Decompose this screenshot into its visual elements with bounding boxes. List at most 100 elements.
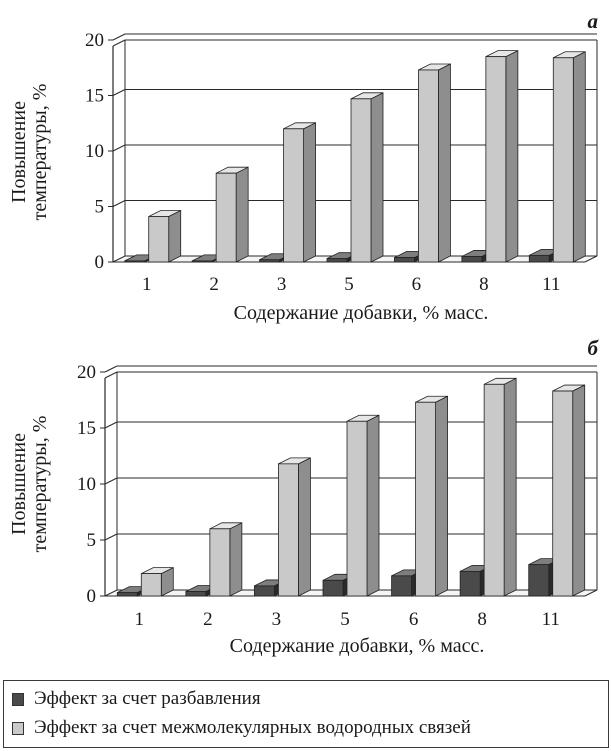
bar-dilution-front <box>259 259 280 263</box>
gridline-depth <box>104 533 118 541</box>
chart-panel-б: 0 5 10 15 20 1 2 3 5 6 8 11 Содержание добавки, % ма… <box>8 336 600 657</box>
bar-hbond-side <box>503 377 517 597</box>
legend-item-hbond: Эффект за счет межмолекулярных водородны… <box>4 716 471 740</box>
bar-hbond-side <box>298 457 311 597</box>
bar-hbond <box>148 209 182 263</box>
x-tick-label: 2 <box>203 609 213 630</box>
bar-hbond-side <box>366 414 380 597</box>
gridline-depth <box>104 365 118 373</box>
y-tick-label: 20 <box>77 362 96 383</box>
bar-dilution-front <box>185 591 207 597</box>
y-tick-label: 0 <box>95 252 105 273</box>
wall-top-edge <box>104 371 118 379</box>
legend-item-dilution: Эффект за счет разбавления <box>4 687 261 711</box>
bar-hbond-front <box>552 57 574 263</box>
bar-dilution-front <box>124 260 146 263</box>
bar-hbond <box>418 63 451 263</box>
bar-dilution-front <box>528 254 550 263</box>
legend-swatch-hbond <box>12 721 24 735</box>
bar-hbond-side <box>435 395 448 597</box>
x-tick-label: 1 <box>142 274 152 295</box>
y-tick-label: 15 <box>77 418 96 439</box>
gridline-depth <box>112 89 126 96</box>
bar-hbond-front <box>278 463 299 597</box>
bar-hbond <box>283 122 316 263</box>
bar-hbond-side <box>303 122 316 263</box>
bar-hbond-front <box>418 69 439 263</box>
y-tick-label: 10 <box>77 474 96 495</box>
bar-hbond-front <box>485 56 507 263</box>
bar-hbond-front <box>415 401 436 597</box>
bar-hbond <box>215 166 249 263</box>
bar-hbond-side <box>505 50 519 263</box>
x-tick-label: 3 <box>272 609 282 630</box>
x-axis-title: Содержание добавки, % масс. <box>234 302 489 324</box>
y-axis-title-line1: Повышение <box>8 101 30 203</box>
bar-hbond-side <box>235 166 249 263</box>
legend-label-hbond: Эффект за счет межмолекулярных водородны… <box>34 717 471 738</box>
y-tick-label: 5 <box>87 530 97 551</box>
y-tick-label: 5 <box>95 197 105 218</box>
panel-label: б <box>588 336 600 360</box>
bar-dilution-front <box>528 564 550 597</box>
gridline-depth <box>112 33 126 41</box>
bar-hbond <box>209 522 243 597</box>
y-axis-title-line1: Повышение <box>8 433 30 535</box>
bar-hbond-front <box>283 128 304 263</box>
bar-hbond-side <box>572 384 586 597</box>
bar-dilution-front <box>459 570 481 597</box>
bar-hbond <box>350 92 384 263</box>
gridline-depth <box>104 421 118 429</box>
x-tick-label: 3 <box>277 274 287 295</box>
y-axis-title-line2: температуры, % <box>29 84 51 221</box>
x-tick-label: 8 <box>479 274 489 295</box>
x-tick-label: 6 <box>412 274 422 295</box>
gridline-depth <box>112 144 126 152</box>
gridline-depth <box>112 200 126 207</box>
y-tick-label: 15 <box>85 86 104 107</box>
bar-dilution-front <box>254 585 275 597</box>
bar-dilution-front <box>322 579 344 597</box>
wall-top-edge <box>112 39 126 47</box>
bar-hbond <box>483 377 517 597</box>
bar-hbond <box>552 384 586 597</box>
bar-hbond-front <box>209 528 231 597</box>
bar-hbond-front <box>346 420 368 597</box>
bar-hbond <box>415 395 448 597</box>
bar-dilution-front <box>391 575 412 597</box>
bar-hbond-front <box>552 390 574 597</box>
chart-panel-а: 0 5 10 15 20 1 2 3 5 6 8 11 Содержание добавки, % ма… <box>8 9 598 324</box>
y-tick-label: 0 <box>87 586 97 607</box>
bar-hbond <box>140 566 174 597</box>
bar-dilution-front <box>326 258 348 263</box>
bar-hbond-side <box>438 63 451 263</box>
x-tick-label: 8 <box>477 609 487 630</box>
legend-swatch-dilution <box>12 692 24 706</box>
gridline-depth <box>104 477 118 485</box>
bar-hbond-side <box>572 51 586 263</box>
bar-hbond-front <box>148 216 170 263</box>
y-axis-title-line2: температуры, % <box>29 416 51 553</box>
bar-hbond-front <box>350 98 372 263</box>
bar-hbond-front <box>483 383 505 597</box>
bar-hbond-side <box>370 92 384 263</box>
y-tick-label: 20 <box>85 30 104 51</box>
bar-dilution-front <box>461 256 483 263</box>
bar-hbond <box>485 50 519 263</box>
legend: Эффект за счет разбавления Эффект за сче… <box>3 680 609 748</box>
bar-hbond <box>552 51 586 263</box>
bar-hbond-side <box>229 522 243 597</box>
x-tick-label: 5 <box>340 609 350 630</box>
x-tick-label: 5 <box>344 274 354 295</box>
bar-hbond <box>278 457 311 597</box>
x-tick-label: 11 <box>542 274 560 295</box>
panel-label: а <box>588 9 599 33</box>
bar-hbond-front <box>215 172 237 263</box>
bar-hbond-side <box>168 209 182 263</box>
bar-hbond <box>346 414 380 597</box>
x-tick-label: 2 <box>209 274 219 295</box>
bar-dilution-front <box>191 260 213 263</box>
x-tick-label: 1 <box>135 609 145 630</box>
y-tick-label: 10 <box>85 141 104 162</box>
